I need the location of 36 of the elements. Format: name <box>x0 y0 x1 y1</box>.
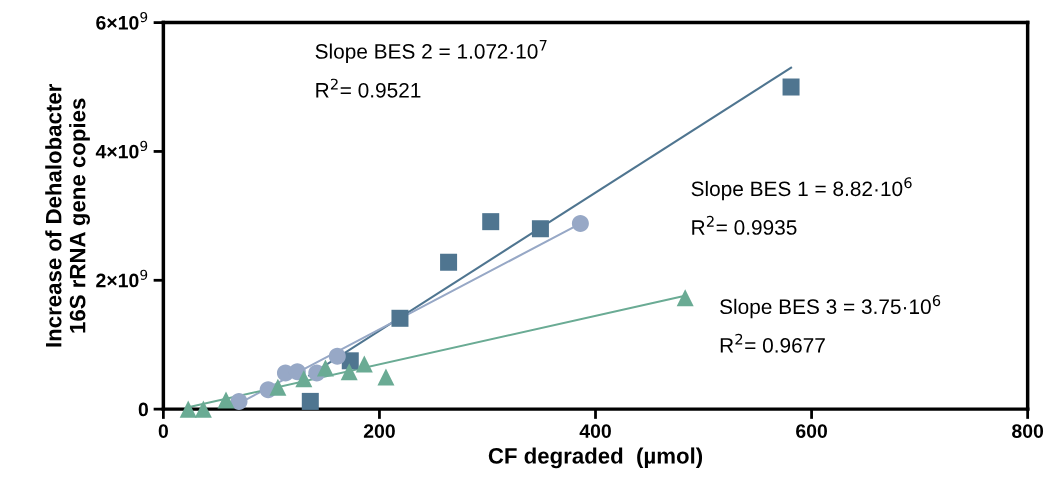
y-tick-label: 2×10$^{9}$ <box>96 269 148 288</box>
point <box>377 368 395 386</box>
point <box>340 363 358 381</box>
annotation: Slope BES 1 = 8.82·10$^{6}$ <box>691 177 912 201</box>
point <box>179 400 197 418</box>
point <box>194 400 212 418</box>
y-axis-title: Increase of Dehalobacter 16S rRNA gene copies <box>45 84 90 347</box>
x-tick-label: 600 <box>796 424 828 438</box>
annotation: R$^{2}$= 0.9521 <box>316 78 421 98</box>
point <box>301 392 319 410</box>
point <box>531 220 549 238</box>
annotation: Slope BES 3 = 3.75·10$^{6}$ <box>720 295 941 319</box>
annotation: R$^{2}$= 0.9935 <box>692 215 797 235</box>
point <box>217 391 235 409</box>
point <box>391 309 409 327</box>
annotation: Slope BES 2 = 1.072·10$^{7}$ <box>315 39 547 63</box>
y-tick-label: 6×10$^{9}$ <box>96 11 148 30</box>
x-tick-label: 400 <box>579 424 611 438</box>
point <box>355 355 373 373</box>
x-tick-label: 200 <box>363 424 395 438</box>
x-tick-label: 800 <box>1012 424 1044 438</box>
annotation: R$^{2}$= 0.9677 <box>720 333 825 353</box>
point <box>269 378 287 396</box>
point <box>230 392 248 410</box>
point <box>571 215 589 233</box>
y-tick-label: 4×10$^{9}$ <box>95 140 148 159</box>
point <box>782 78 800 96</box>
point <box>676 289 694 307</box>
point <box>440 253 458 271</box>
point <box>328 347 346 365</box>
point <box>316 359 334 377</box>
x-axis-title: CF degraded (µmol) <box>488 447 703 469</box>
x-tick-label: 0 <box>158 424 168 438</box>
point <box>482 213 500 231</box>
y-tick-label: 0 <box>138 402 148 417</box>
point <box>295 370 313 388</box>
